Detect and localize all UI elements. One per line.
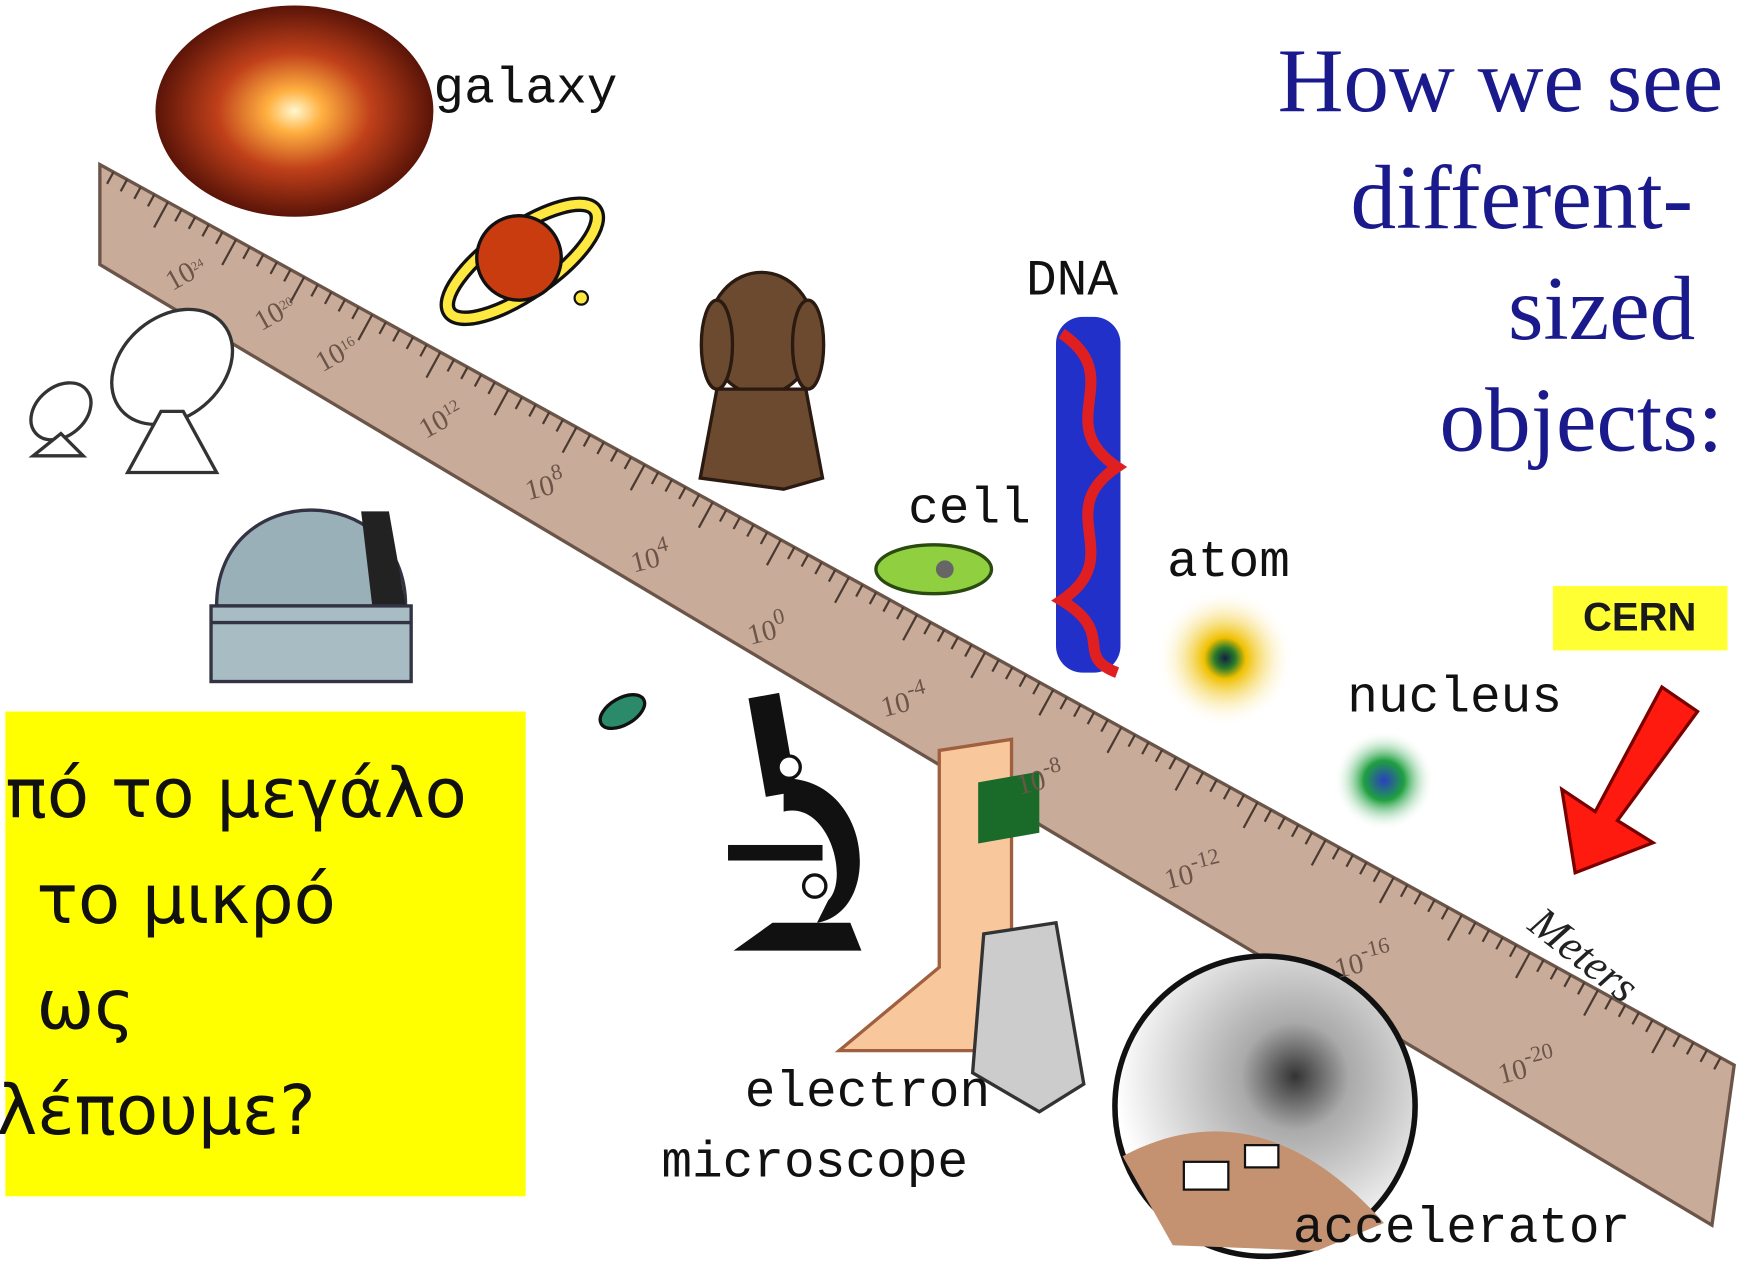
title-line: sized (1508, 258, 1695, 359)
cell-image (876, 545, 992, 594)
cell-nucleus (936, 560, 954, 578)
diagram: CERN πό το μεγάλο το μικρό ως λέπουμε? H… (0, 0, 1744, 1273)
dog-image (700, 272, 823, 489)
callout-line: πό το μεγάλο (5, 754, 466, 834)
callout-line: το μικρό (36, 860, 335, 940)
label: electron (745, 1064, 990, 1122)
galaxy-image (155, 6, 433, 217)
label: atom (1167, 534, 1290, 592)
insect-image (595, 688, 651, 736)
saturn-image (432, 185, 613, 338)
label: DNA (1026, 253, 1118, 311)
label: galaxy (433, 60, 617, 118)
observatory (211, 510, 411, 681)
atom-image (1156, 589, 1294, 727)
dna-image (1056, 317, 1120, 673)
callout-line: λέπουμε? (0, 1071, 316, 1151)
nucleus-image (1334, 730, 1434, 830)
light-microscope (728, 693, 861, 951)
callout-line: ως (36, 965, 134, 1045)
badge-text: CERN (1583, 595, 1696, 639)
label: accelerator (1293, 1200, 1630, 1258)
title-line: objects: (1440, 369, 1724, 470)
title-line: different- (1351, 147, 1694, 248)
label: nucleus (1347, 670, 1562, 728)
label: microscope (661, 1134, 968, 1192)
pointer-arrow (1562, 687, 1698, 873)
title-line: How we see (1278, 30, 1724, 131)
label: cell (908, 481, 1031, 539)
